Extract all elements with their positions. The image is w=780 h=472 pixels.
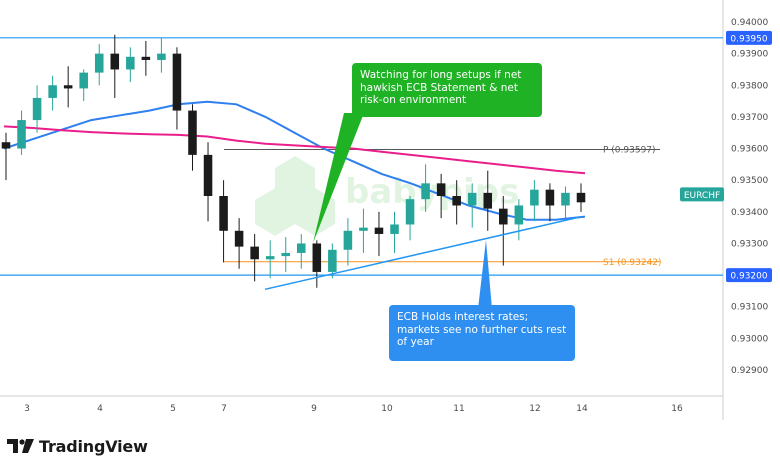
- candle-body: [172, 53, 182, 111]
- x-tick-label: 12: [529, 404, 540, 414]
- green-callout-text: Watching for long setups if net hawkish …: [360, 69, 522, 106]
- blue-callout-pointer: [478, 240, 492, 309]
- candle-body: [1, 142, 11, 149]
- candle-body: [499, 208, 508, 225]
- candle-body: [467, 192, 477, 206]
- y-tick-label: 0.93800: [731, 81, 768, 91]
- y-tick-label: 0.93900: [731, 50, 768, 60]
- y-tick-label: 0.93000: [731, 334, 768, 344]
- y-tick-label: 0.92900: [731, 366, 768, 376]
- candles: [1, 34, 586, 288]
- candle-body: [219, 196, 228, 231]
- blue-callout: ECB Holds interest rates; markets see no…: [389, 305, 575, 361]
- candle-body: [483, 192, 493, 209]
- x-tick-label: 16: [671, 404, 683, 414]
- candle-body: [296, 243, 306, 253]
- horizontal-lines: [0, 37, 723, 276]
- x-tick-label: 11: [453, 404, 464, 414]
- candle-body: [452, 196, 461, 206]
- candle-body: [79, 72, 88, 89]
- candle-body: [436, 183, 446, 196]
- price-label: 0.93200: [730, 272, 767, 282]
- candle-body: [48, 85, 57, 98]
- candle-body: [157, 53, 166, 60]
- x-tick-label: 9: [311, 404, 317, 414]
- y-tick-label: 0.93300: [731, 239, 768, 249]
- tradingview-logo-icon: [7, 439, 34, 453]
- candle-body: [234, 230, 244, 247]
- moving-average-line: [3, 125, 586, 175]
- candle-body: [17, 120, 26, 149]
- candle-body: [359, 227, 368, 231]
- candle-body: [421, 183, 430, 200]
- candle-body: [374, 227, 384, 234]
- watermark: babypips: [255, 156, 519, 236]
- candle-body: [203, 154, 213, 196]
- candle-body: [110, 53, 120, 70]
- axis-price-labels: 0.93950 0.93200 EURCHF: [680, 30, 772, 283]
- tradingview-logo-text: TradingView: [39, 436, 148, 456]
- x-tick-label: 5: [170, 404, 176, 414]
- x-axis-ticks: 3 4 5 7 9 10 11 12 14 16: [24, 404, 683, 414]
- tradingview-logo[interactable]: TradingView: [7, 435, 148, 457]
- candle-body: [545, 189, 555, 206]
- pivot-label: P (0.93597): [603, 145, 656, 155]
- green-callout-pointer: [313, 113, 364, 243]
- y-tick-label: 0.93100: [731, 303, 768, 313]
- blue-callout-text: ECB Holds interest rates; markets see no…: [397, 311, 567, 348]
- y-tick-label: 0.93600: [731, 145, 768, 155]
- price-label: EURCHF: [684, 191, 720, 201]
- green-callout: Watching for long setups if net hawkish …: [352, 63, 542, 117]
- price-label-bg: [726, 30, 772, 45]
- y-tick-label: 0.93500: [731, 176, 768, 186]
- candle-body: [281, 252, 291, 257]
- y-tick-label: 0.93700: [731, 113, 768, 123]
- trendline: [264, 215, 583, 291]
- candle-body: [328, 249, 337, 272]
- candle-body: [250, 246, 259, 260]
- pivot-label: S1 (0.93242): [603, 258, 662, 268]
- candle-body: [343, 230, 353, 250]
- candle-body: [94, 53, 104, 73]
- x-tick-label: 10: [381, 404, 393, 414]
- candle-body: [312, 243, 322, 272]
- candle-body: [126, 56, 135, 70]
- y-axis-ticks: 0.94000 0.93900 0.93800 0.93700 0.93600 0.935…: [731, 18, 768, 376]
- candle-body: [265, 256, 275, 260]
- candle-body: [32, 97, 42, 121]
- y-tick-label: 0.94000: [731, 18, 768, 28]
- x-tick-label: 4: [97, 404, 103, 414]
- price-label-bg: [680, 187, 724, 202]
- x-tick-label: 3: [24, 404, 30, 414]
- candle-body: [514, 205, 524, 225]
- pivot-levels: P (0.93597) S1 (0.93242): [224, 145, 662, 268]
- price-label-bg: [726, 268, 772, 283]
- candle-body: [141, 56, 151, 60]
- price-label: 0.93950: [730, 34, 767, 44]
- candle-body: [561, 192, 570, 206]
- candle-body: [63, 85, 73, 89]
- support-trendline: [264, 215, 583, 291]
- candle-body: [530, 189, 539, 206]
- candle-body: [188, 110, 197, 155]
- y-tick-label: 0.93400: [731, 208, 768, 218]
- candle-body: [405, 199, 415, 225]
- x-tick-label: 14: [576, 404, 588, 414]
- candle-body: [576, 192, 586, 203]
- x-tick-label: 7: [221, 404, 227, 414]
- candle-body: [390, 224, 399, 234]
